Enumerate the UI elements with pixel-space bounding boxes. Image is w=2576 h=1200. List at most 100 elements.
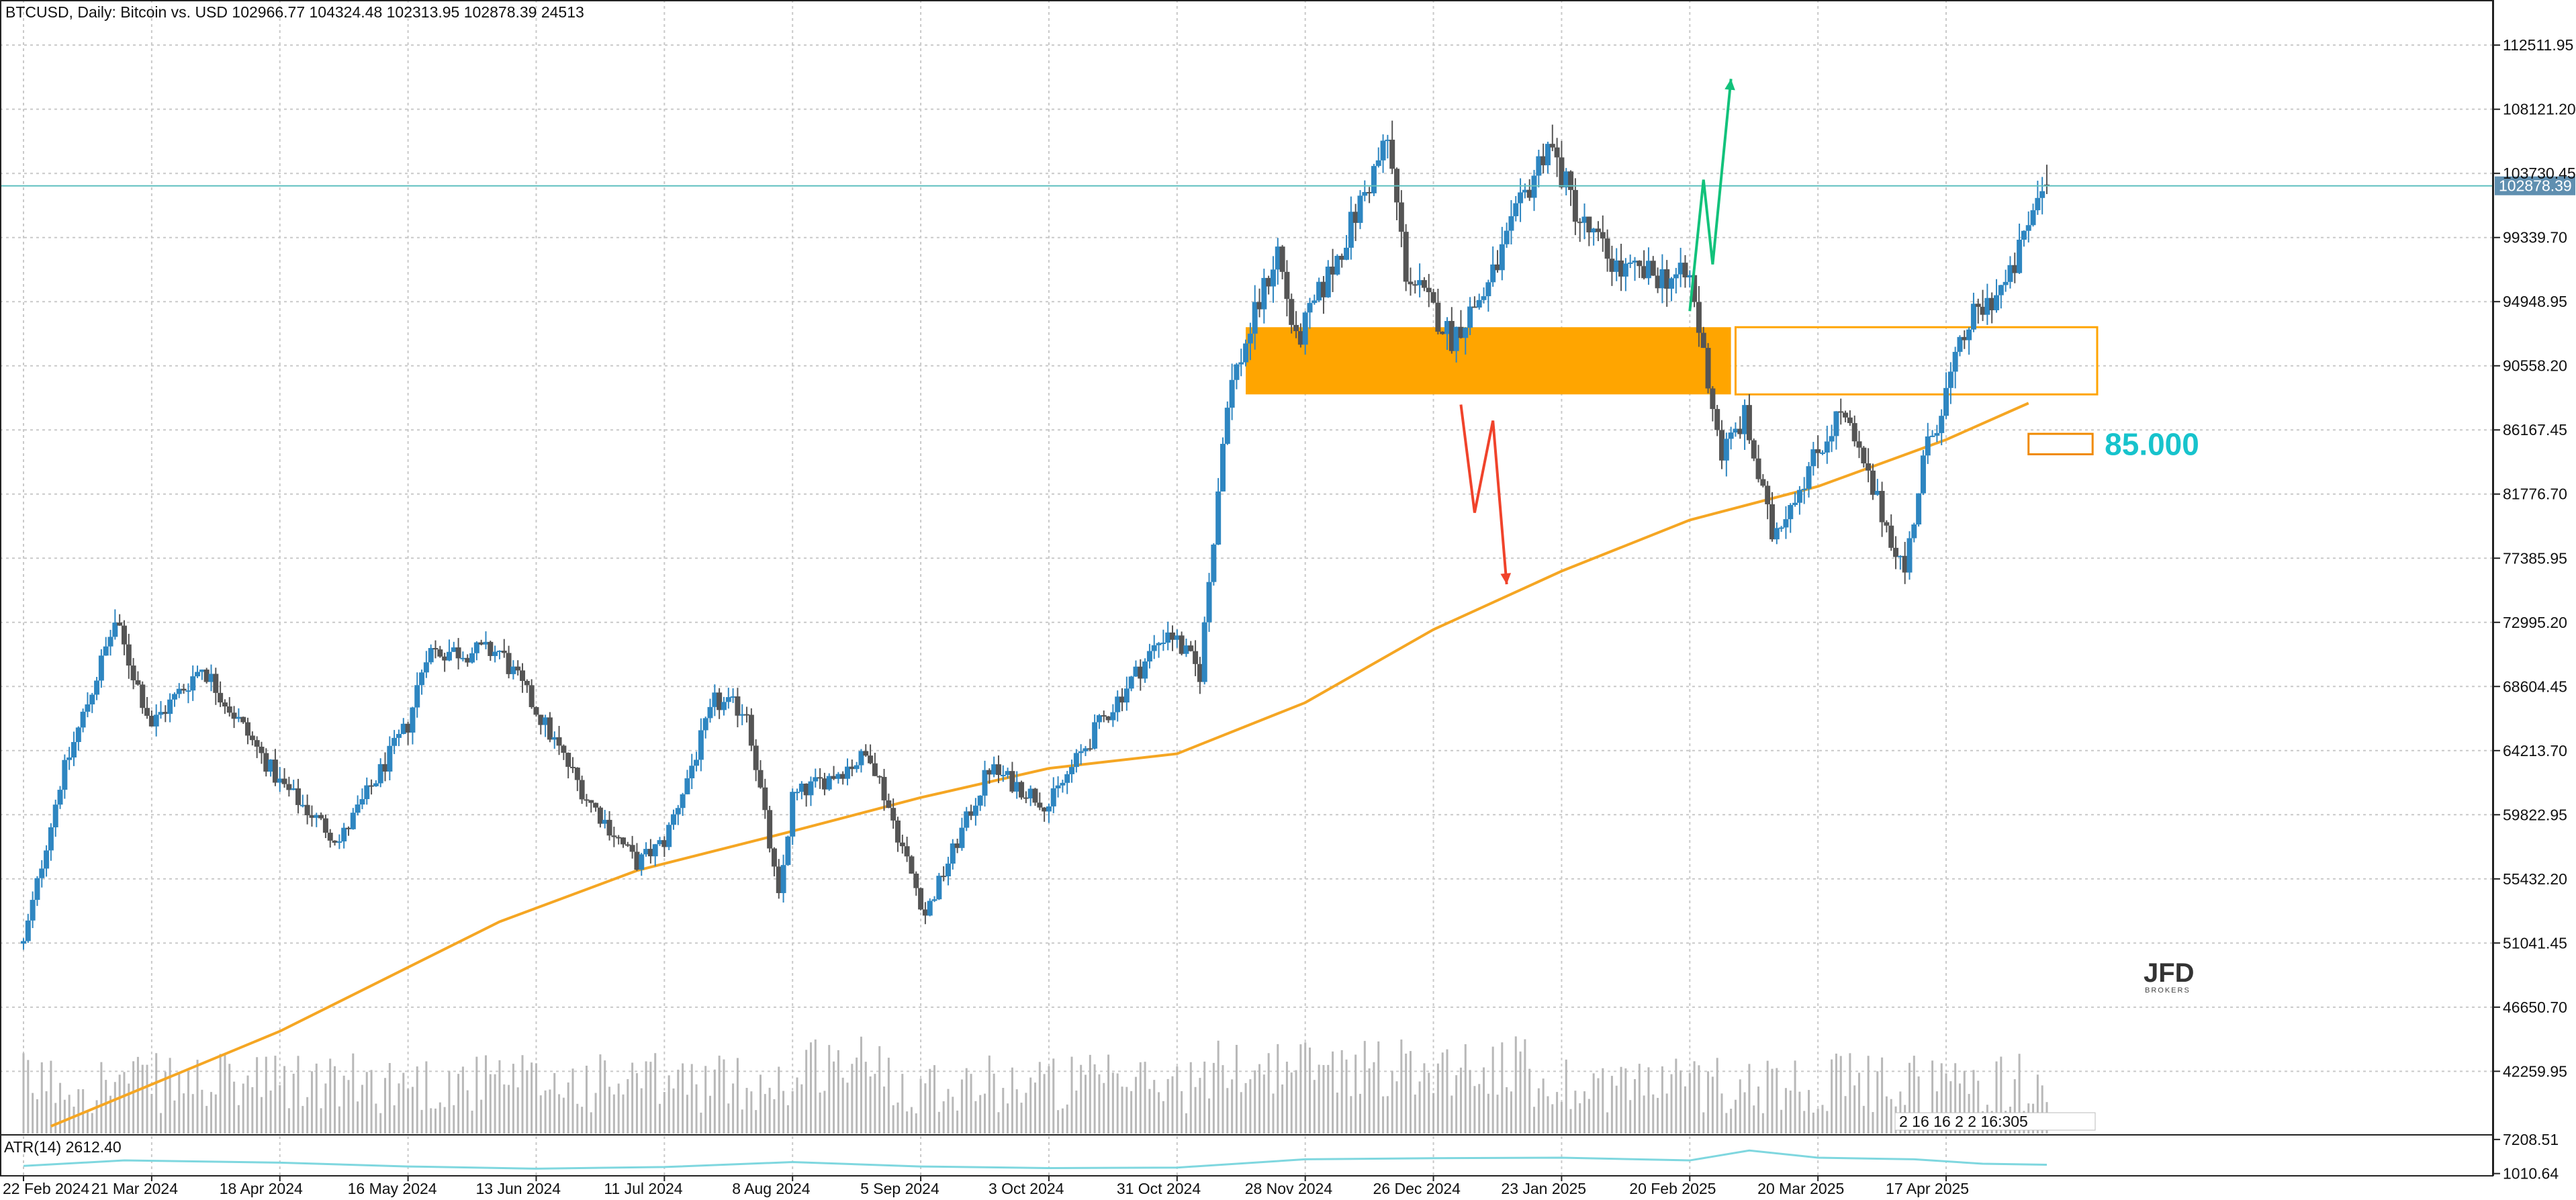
x-tick-label: 23 Jan 2025	[1501, 1180, 1586, 1197]
y-tick-label: 55432.20	[2503, 870, 2567, 888]
volume-bars	[22, 1036, 2048, 1134]
candle-body	[1622, 263, 1628, 277]
candle-body	[2035, 197, 2041, 211]
candle-body	[1843, 412, 1849, 418]
candle-body	[1522, 189, 1528, 193]
candle-body	[1357, 195, 1363, 223]
candle-body	[437, 649, 443, 657]
candle-body	[826, 776, 832, 790]
candle-body	[1714, 409, 1720, 430]
candle-body	[488, 641, 494, 656]
candle-body	[1632, 261, 1638, 263]
candle-body	[1536, 156, 1542, 176]
candle-body	[428, 648, 434, 663]
candle-body	[1952, 351, 1958, 372]
candle-body	[199, 670, 205, 672]
candle-body	[80, 711, 86, 728]
candle-body	[327, 833, 333, 841]
candle-body	[1435, 302, 1441, 332]
candle-body	[584, 799, 590, 801]
candle-body	[423, 662, 429, 673]
candle-body	[1851, 423, 1857, 442]
candle-body	[1929, 435, 1935, 437]
candle-body	[1375, 160, 1381, 167]
candle-body	[817, 777, 823, 779]
candle-body	[1083, 748, 1089, 751]
candle-body	[1211, 544, 1217, 582]
candle-body	[941, 876, 947, 878]
candle-body	[25, 920, 31, 941]
zones	[1246, 326, 2099, 456]
candle-body	[1119, 696, 1125, 703]
candle-body	[1032, 788, 1038, 803]
candle-body	[1362, 191, 1368, 196]
candle-body	[1092, 722, 1098, 749]
candle-body	[1737, 428, 1743, 434]
candle-body	[369, 785, 375, 787]
candle-body	[1947, 371, 1953, 388]
candle-body	[405, 723, 411, 733]
candle-body	[858, 751, 864, 766]
candle-body	[460, 657, 466, 659]
candle-body	[1957, 336, 1963, 352]
candle-body	[813, 777, 819, 782]
candle-body	[1618, 260, 1624, 277]
candle-body	[1824, 441, 1830, 453]
candle-body	[387, 745, 393, 772]
candle-body	[1591, 228, 1597, 233]
annotations	[0, 79, 2575, 1131]
candle-body	[730, 696, 736, 698]
candle-body	[1870, 470, 1876, 495]
candle-body	[48, 827, 54, 851]
candle-body	[1866, 463, 1872, 471]
candle-body	[1645, 261, 1651, 279]
candle-body	[148, 715, 154, 727]
candle-body	[1897, 555, 1903, 557]
candle-body	[1220, 443, 1226, 492]
y-tick-label: 81776.70	[2503, 486, 2567, 503]
candle-body	[597, 807, 603, 824]
candle-body	[2012, 265, 2018, 273]
candle-body	[496, 650, 502, 652]
candle-body	[1920, 455, 1926, 494]
candle-body	[1526, 189, 1532, 198]
candle-body	[501, 650, 507, 653]
candle-body	[515, 666, 521, 671]
candle-body	[1888, 525, 1894, 548]
candle-body	[1723, 439, 1729, 461]
candle-body	[748, 714, 754, 746]
candle-body	[94, 680, 100, 695]
candle-body	[1664, 269, 1670, 289]
candle-body	[130, 665, 136, 681]
candle-body	[167, 699, 173, 714]
green-arrow-line	[1688, 79, 1733, 312]
atr-y-tick-label: 1010.64	[2503, 1165, 2559, 1183]
candle-body	[98, 655, 104, 681]
candle-body	[1788, 505, 1794, 520]
candle-body	[625, 844, 631, 846]
candle-body	[629, 845, 635, 852]
candle-body	[1297, 331, 1303, 345]
candle-body	[611, 835, 617, 837]
candle-body	[1970, 304, 1976, 330]
candle-body	[1568, 171, 1574, 190]
logo-subtext: BROKERS	[2145, 986, 2191, 995]
candle-body	[1344, 247, 1350, 260]
x-tick-label: 26 Dec 2024	[1373, 1180, 1461, 1197]
candle-body	[2025, 225, 2031, 231]
candle-body	[1815, 449, 1821, 453]
candle-body	[263, 753, 269, 772]
candle-body	[236, 717, 242, 719]
candle-body	[1545, 144, 1551, 166]
candle-body	[336, 841, 342, 843]
candle-body	[670, 814, 676, 825]
candle-body	[849, 766, 855, 770]
candle-body	[107, 637, 113, 647]
candle-body	[254, 740, 260, 747]
candle-body	[868, 755, 874, 764]
candle-body	[845, 766, 851, 779]
candle-body	[831, 776, 837, 779]
y-tick-label: 108121.20	[2503, 101, 2576, 118]
supply-zone-filled	[1246, 327, 1731, 395]
candle-body	[616, 837, 622, 839]
